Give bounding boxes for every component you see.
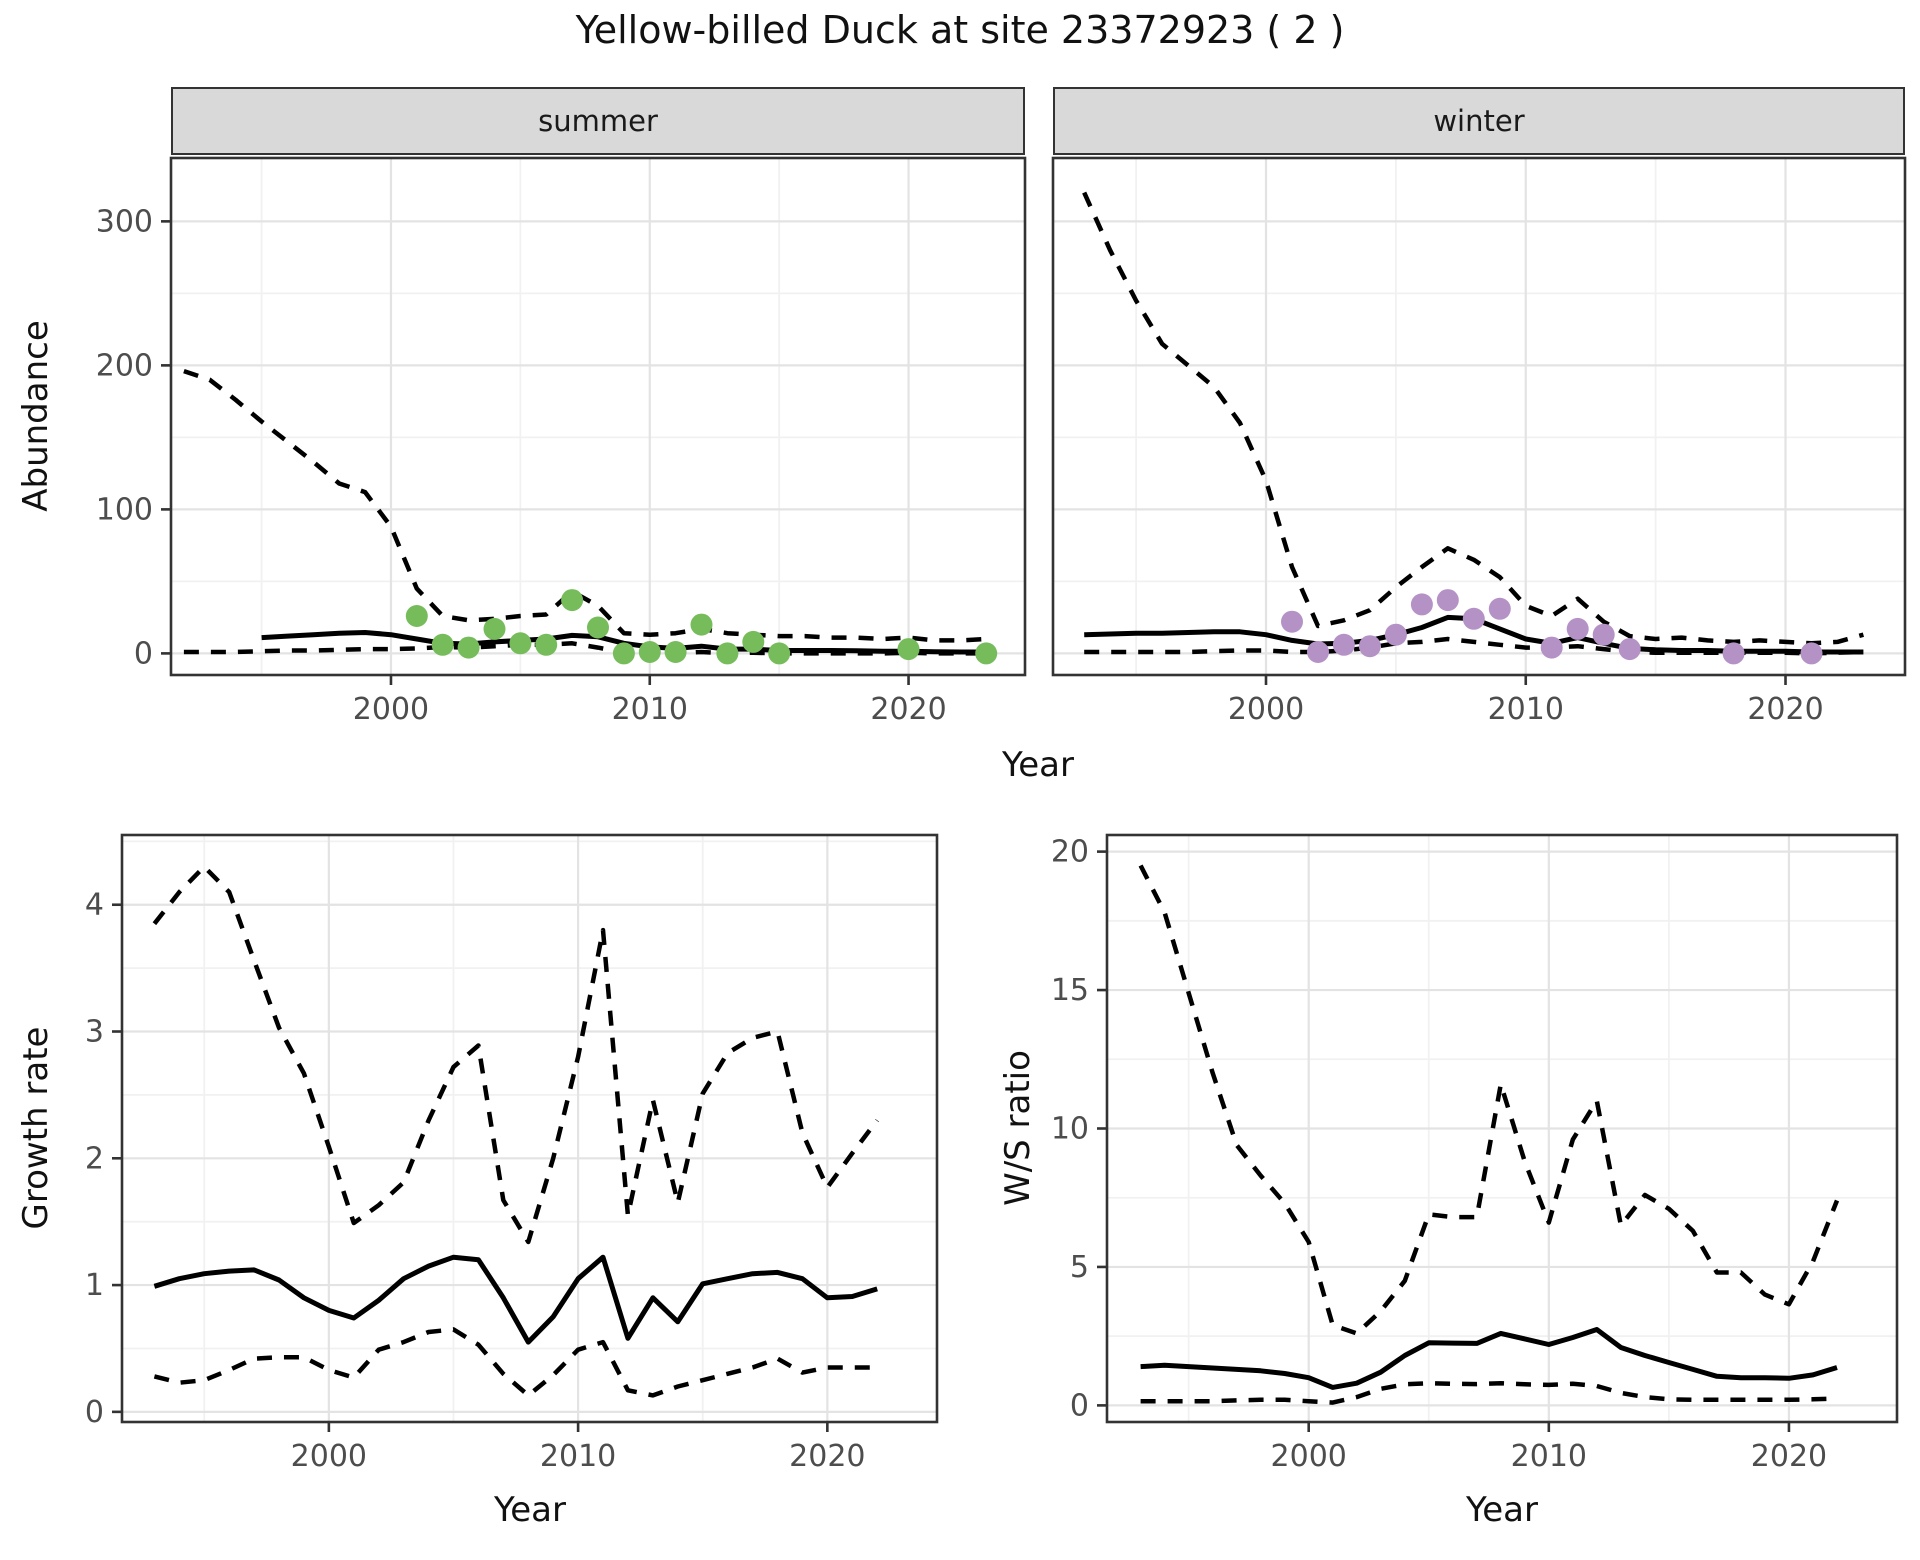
abundance-summer-observed-point [612, 642, 635, 665]
abundance-summer-observed-point [975, 642, 998, 665]
abundance-summer-panel-bg [171, 158, 1025, 675]
abundance-summer-observed-point [664, 641, 687, 663]
facet-strip-winter: winter [1053, 87, 1905, 155]
abundance-winter-observed-point [1566, 617, 1589, 640]
abundance-winter-panel-bg [1053, 158, 1905, 675]
abundance-winter-x-tick-label: 2020 [1747, 692, 1823, 727]
abundance-winter-upper-ci-line [1082, 191, 1865, 646]
abundance-winter-observed-point [1281, 610, 1303, 633]
abundance-winter-observed-point [1488, 597, 1511, 620]
abundance-summer-observed-point [768, 642, 791, 665]
abundance-summer-observed-point [742, 630, 765, 653]
ws-ratio-y-tick-label: 0 [1070, 1388, 1089, 1423]
chart-title: Yellow-billed Duck at site 23372923 ( 2 … [575, 8, 1345, 52]
abundance-summer-x-tick-label: 2000 [353, 692, 429, 727]
abundance-summer-observed-point [457, 636, 480, 659]
abundance-winter-x-tick-label: 2010 [1488, 692, 1564, 727]
growth-rate-panel-border [120, 833, 939, 1424]
abundance-summer-observed-point [509, 632, 532, 655]
abundance-summer-y-tick-label: 0 [134, 636, 153, 671]
abundance-winter-observed-point [1800, 642, 1823, 665]
abundance-summer-observed-point [483, 617, 506, 640]
growth-rate-upper-ci-line [152, 864, 879, 1245]
abundance-winter-observed-point [1307, 641, 1329, 663]
abundance-winter-observed-point [1722, 642, 1745, 665]
ws-ratio-y-tick-label: 20 [1051, 835, 1089, 870]
x-axis-title-top: Year [1002, 745, 1074, 785]
abundance-winter-observed-point [1410, 593, 1433, 616]
abundance-summer-observed-point [897, 638, 920, 661]
growth-rate-lower-ci-line [153, 1327, 878, 1398]
abundance-summer-observed-point [535, 633, 558, 656]
ws-ratio-y-tick-label: 5 [1070, 1250, 1089, 1285]
ws-ratio-x-tick-label: 2010 [1511, 1439, 1587, 1474]
abundance-summer-x-tick-label: 2020 [870, 692, 946, 727]
ws-ratio-y-tick-label: 10 [1051, 1112, 1089, 1147]
abundance-winter-panel-border [1051, 156, 1907, 677]
abundance-summer-observed-point [638, 641, 661, 663]
abundance-summer-y-tick-label: 200 [96, 348, 153, 383]
abundance-summer-panel-border [169, 156, 1027, 677]
growth-rate-y-tick-label: 3 [85, 1015, 104, 1050]
growth-rate-y-tick-label: 1 [85, 1268, 104, 1303]
abundance-summer-y-tick-label: 300 [96, 204, 153, 239]
growth-rate-fit-line [153, 1254, 878, 1345]
abundance-summer-observed-point [561, 589, 584, 612]
ws-ratio-x-tick-label: 2020 [1751, 1439, 1827, 1474]
abundance-winter-observed-point [1358, 635, 1381, 658]
ws-ratio-y-tick-label: 15 [1051, 973, 1089, 1008]
abundance-summer-observed-point [587, 616, 609, 639]
abundance-summer-observed-point [405, 605, 428, 627]
ws-ratio-x-tick-label: 2000 [1271, 1439, 1347, 1474]
abundance-summer-upper-ci-line [183, 368, 987, 643]
abundance-winter-observed-point [1384, 623, 1407, 646]
abundance-summer-observed-point [690, 613, 713, 636]
ws-ratio-fit-line [1140, 1327, 1838, 1390]
facet-strip-summer: summer [171, 87, 1025, 155]
abundance-winter-observed-point [1540, 636, 1563, 659]
abundance-winter-observed-point [1332, 633, 1355, 656]
growth-rate-x-tick-label: 2000 [291, 1439, 367, 1474]
growth-rate-x-tick-label: 2020 [789, 1439, 865, 1474]
ws-ratio-lower-ci-line [1140, 1380, 1838, 1405]
growth-rate-panel-bg [122, 835, 937, 1422]
x-axis-title-growth-rate: Year [494, 1490, 566, 1530]
abundance-winter-x-tick-label: 2000 [1228, 692, 1304, 727]
abundance-winter-observed-point [1436, 589, 1459, 612]
abundance-summer-x-tick-label: 2010 [612, 692, 688, 727]
abundance-winter-observed-point [1462, 607, 1485, 630]
growth-rate-y-tick-label: 0 [85, 1395, 104, 1430]
x-axis-title-ws-ratio: Year [1466, 1490, 1538, 1530]
abundance-winter-observed-point [1592, 623, 1615, 646]
ws-ratio-upper-ci-line [1138, 864, 1840, 1336]
abundance-winter-observed-point [1618, 638, 1641, 661]
growth-rate-x-tick-label: 2010 [540, 1439, 616, 1474]
growth-rate-y-tick-label: 4 [85, 888, 104, 923]
abundance-summer-observed-point [431, 633, 454, 656]
growth-rate-y-tick-label: 2 [85, 1141, 104, 1176]
abundance-summer-observed-point [716, 642, 739, 665]
abundance-summer-y-tick-label: 100 [96, 492, 153, 527]
